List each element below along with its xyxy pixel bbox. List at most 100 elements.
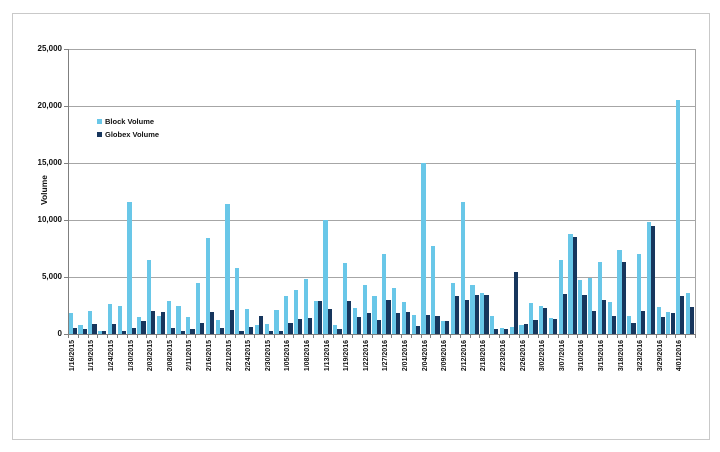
x-axis-tick: [224, 335, 226, 338]
x-axis-tick-label: 1/16/2015: [68, 340, 76, 372]
plot-right-border: [695, 49, 696, 334]
x-axis-tick-label: 2/12/2016: [460, 340, 468, 372]
y-axis-tick: [64, 334, 68, 335]
x-axis-tick: [146, 335, 148, 338]
block-volume-bar: [391, 288, 397, 334]
y-axis-tick: [64, 49, 68, 50]
x-axis-tick: [136, 335, 138, 338]
globex-volume-bar: [210, 312, 215, 334]
block-volume-bar: [215, 320, 220, 334]
block-volume-bar: [617, 249, 622, 334]
x-axis-tick: [695, 335, 696, 338]
globex-volume-bar: [464, 299, 469, 334]
y-axis-tick: [64, 106, 68, 107]
x-axis-tick-label: 3/02/2016: [539, 340, 547, 372]
x-axis-tick: [450, 335, 452, 338]
globex-volume-bar: [229, 310, 234, 334]
globex-volume-bar: [562, 294, 567, 334]
block-volume-bar: [627, 315, 632, 334]
block-volume-bar: [107, 304, 113, 334]
globex-volume-bar: [347, 300, 352, 334]
gridline: [68, 106, 695, 107]
y-axis-tick-label: 25,000: [37, 44, 62, 53]
x-axis-tick: [283, 335, 285, 338]
block-volume-bar: [156, 315, 162, 334]
x-axis-tick: [107, 335, 109, 338]
x-axis-tick-label: 2/11/2015: [186, 340, 194, 371]
x-axis-tick: [116, 335, 118, 338]
x-axis-tick-label: 2/30/2015: [264, 340, 272, 372]
x-axis-tick-label: 1/19/2015: [88, 340, 96, 372]
y-axis-tick-label: 15,000: [37, 158, 62, 167]
block-volume-bar: [636, 254, 642, 334]
x-axis-tick-label: 2/08/2015: [166, 340, 174, 372]
globex-volume-bar: [337, 329, 342, 334]
block-volume-bar: [489, 315, 495, 334]
globex-volume-swatch-icon: [97, 132, 102, 137]
x-axis-tick: [293, 335, 295, 338]
x-axis-tick-label: 1/13/2016: [323, 340, 331, 372]
x-axis-tick: [352, 335, 354, 338]
globex-volume-bar: [376, 320, 381, 334]
x-axis-tick: [646, 335, 648, 338]
block-volume-bar: [666, 312, 671, 334]
x-axis-tick: [430, 335, 432, 338]
legend-label-block-volume: Block Volume: [105, 116, 155, 126]
x-axis-tick-label: 2/09/2016: [441, 340, 449, 372]
x-axis-tick-label: 3/29/2016: [656, 340, 664, 372]
block-volume-bar: [333, 324, 338, 334]
globex-volume-bar: [112, 323, 117, 334]
block-volume-bar: [597, 262, 602, 334]
x-axis-tick: [440, 335, 442, 338]
globex-volume-bar: [366, 313, 371, 334]
x-axis-tick-label: 1/27/2016: [382, 340, 390, 372]
block-volume-bar: [401, 302, 406, 334]
x-axis-tick: [401, 335, 403, 338]
x-axis-tick-label: 1/19/2016: [343, 340, 351, 372]
x-axis-tick: [185, 335, 187, 338]
block-volume-bar: [235, 267, 240, 334]
globex-volume-bar: [102, 331, 107, 334]
block-volume-bar: [68, 313, 73, 334]
x-axis-tick: [391, 335, 393, 338]
block-volume-bar: [558, 259, 563, 334]
x-axis-tick: [87, 335, 89, 338]
globex-volume-bar: [552, 319, 558, 334]
block-volume-bar: [382, 254, 387, 334]
legend-item-block-volume: Block Volume: [97, 115, 159, 128]
x-axis-tick-label: 3/07/2016: [558, 340, 566, 372]
globex-volume-bar: [386, 299, 391, 334]
y-axis-title: Volume: [39, 174, 49, 206]
globex-volume-bar: [680, 296, 685, 334]
block-volume-bar: [509, 327, 514, 334]
x-axis-tick: [528, 335, 530, 338]
x-axis-tick: [322, 335, 324, 338]
y-axis-tick-label: 10,000: [37, 215, 62, 224]
x-axis-tick-label: 2/03/2015: [147, 340, 155, 372]
block-volume-bar: [303, 279, 308, 334]
globex-volume-bar: [131, 328, 136, 334]
globex-volume-bar: [415, 326, 420, 334]
block-volume-bar: [274, 310, 279, 334]
globex-volume-bar: [690, 306, 695, 334]
block-volume-bar: [656, 306, 661, 334]
globex-volume-bar: [92, 323, 97, 334]
x-axis-tick: [538, 335, 540, 338]
x-axis-line: [68, 334, 696, 335]
y-axis-tick-label: 0: [57, 329, 62, 338]
globex-volume-bar: [278, 331, 283, 334]
block-volume-bar: [460, 201, 465, 334]
x-axis-tick-label: 1/08/2016: [304, 340, 312, 372]
globex-volume-bar: [82, 329, 87, 334]
chart-frame: [12, 13, 710, 440]
block-volume-bar: [284, 296, 289, 334]
globex-volume-bar: [660, 316, 665, 334]
block-volume-bar: [548, 318, 553, 334]
block-volume-bar: [117, 305, 122, 334]
x-axis-tick-label: 3/15/2016: [597, 340, 605, 372]
block-volume-bar: [519, 324, 524, 334]
x-axis-tick: [685, 335, 687, 338]
globex-volume-bar: [454, 296, 460, 334]
x-axis-tick-label: 3/23/2016: [637, 340, 645, 372]
x-axis-tick: [567, 335, 569, 338]
